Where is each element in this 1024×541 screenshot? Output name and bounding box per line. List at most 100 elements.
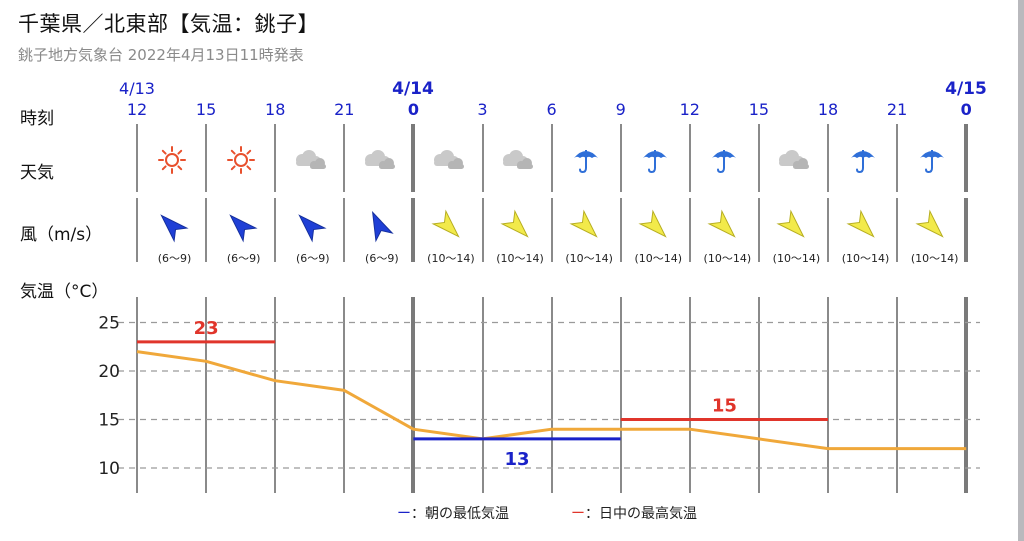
window-edge [1018,0,1024,541]
date-label-4-14: 4/14 [392,79,434,99]
wind-arrow-icon [362,209,396,247]
wind-row-label: 風（m/s） [20,225,103,245]
column-divider [757,124,760,192]
column-divider [550,297,553,493]
column-divider [343,198,346,262]
wind-range-label: (10〜14) [634,252,683,265]
weather-row-label: 天気 [20,163,54,183]
cloudy-icon [497,148,537,176]
column-divider [411,297,416,493]
wind-arrow-icon [707,209,741,247]
hour-label: 15 [748,100,770,119]
wind-arrow-icon [569,209,603,247]
issued-by-subtitle: 銚子地方気象台 2022年4月13日11時発表 [18,46,304,64]
column-divider [343,124,346,192]
date-label-4-15: 4/15 [945,79,987,99]
max-temp-label: 15 [712,396,737,417]
wind-range-label: (10〜14) [496,252,544,265]
wind-arrow-icon [224,209,258,247]
column-divider [136,297,138,493]
hour-label: 12 [679,100,700,119]
wind-range-label: (10〜14) [427,252,475,265]
umbrella-icon [640,144,670,180]
min-temp-label: 13 [505,449,530,470]
cloudy-icon [359,148,399,176]
cloudy-icon [773,148,813,176]
column-divider [688,297,691,493]
column-divider [757,198,760,262]
umbrella-icon [571,144,601,180]
column-divider [481,198,484,262]
y-tick-label: 20 [98,362,120,382]
column-divider [827,297,829,493]
cloudy-icon [290,148,330,176]
wind-range-label: (10〜14) [910,252,959,265]
column-divider [964,124,969,192]
wind-range-label: (10〜14) [772,252,821,265]
column-divider [205,297,208,493]
y-tick-label: 15 [98,411,120,431]
wind-arrow-icon [776,209,810,247]
hour-label: 18 [817,100,839,119]
hour-label: 21 [886,100,908,119]
hour-label: 9 [615,100,626,119]
umbrella-icon [917,144,947,180]
column-divider [274,297,277,493]
wind-range-label: (6〜9) [365,252,399,265]
column-divider [964,297,969,493]
sunny-icon [226,145,256,179]
column-divider [136,198,138,262]
column-divider [550,198,553,262]
wind-arrow-icon [845,209,880,247]
hour-label: 6 [546,100,557,119]
wind-arrow-icon [638,209,672,247]
column-divider [896,297,899,493]
column-divider [619,198,622,262]
column-divider [827,124,829,192]
umbrella-icon [848,144,878,180]
legend-min-temp-label: ー：朝の最低気温 [397,506,509,522]
legend-max-temp-label: ー：日中の最高気温 [571,506,697,522]
wind-range-label: (10〜14) [703,252,752,265]
column-divider [343,297,346,493]
column-divider [964,198,969,262]
hour-label: 0 [960,100,972,119]
wind-arrow-icon [915,209,949,247]
cloudy-icon [428,148,468,176]
hour-label: 21 [334,100,355,119]
column-divider [688,124,691,192]
y-tick-label: 25 [98,314,120,334]
umbrella-icon [709,144,739,180]
hour-label: 3 [477,100,488,119]
column-divider [411,198,416,262]
legend-max-temp: ー：日中の最高気温 [571,503,697,523]
hour-label: 18 [265,100,286,119]
column-divider [619,124,622,192]
legend-min-temp: ー：朝の最低気温 [397,503,509,523]
temperature-line [136,350,967,451]
column-divider [481,124,484,192]
legend-dash: ー [397,506,411,522]
max-temp-label: 23 [194,318,219,339]
sunny-icon [157,145,187,179]
column-divider [896,124,899,192]
wind-range-label: (10〜14) [841,252,890,265]
column-divider [274,124,277,192]
wind-range-label: (10〜14) [565,252,613,265]
wind-arrow-icon [155,209,189,247]
column-divider [757,297,760,493]
wind-arrow-icon [293,209,327,247]
page-title: 千葉県／北東部【気温：銚子】 [18,12,319,36]
wind-range-label: (6〜9) [295,252,330,265]
temperature-row-label: 気温（°C） [20,282,109,302]
wind-arrow-icon [500,209,534,247]
column-divider [481,297,484,493]
wind-range-label: (6〜9) [157,252,192,265]
hour-label: 12 [126,100,148,119]
legend-text: ：朝の最低気温 [411,506,509,522]
column-divider [896,198,899,262]
y-tick-label: 10 [98,459,120,479]
column-divider [411,124,416,192]
legend-dash: ー [571,506,585,522]
